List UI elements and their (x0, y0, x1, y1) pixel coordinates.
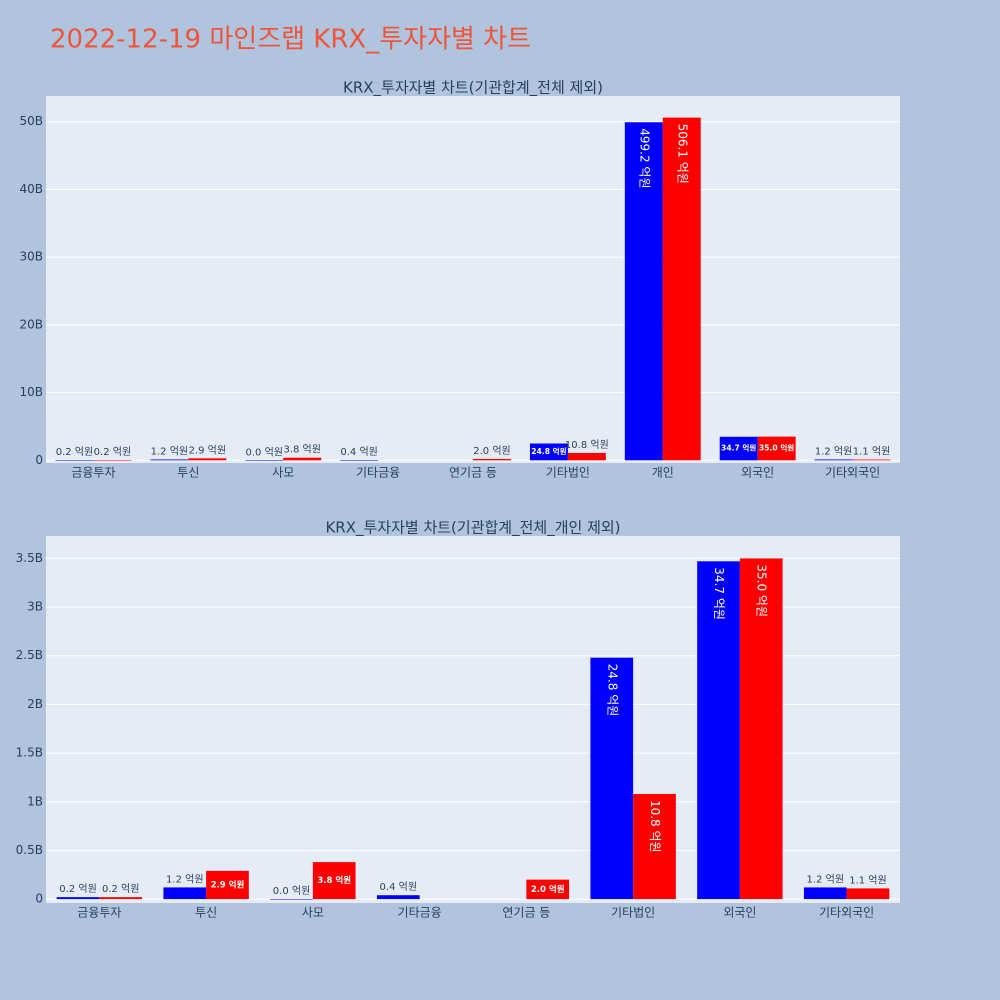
x-tick-label: 투신 (195, 906, 217, 920)
value-label: 34.7 억원 (712, 567, 726, 620)
bar (590, 657, 634, 900)
bar (814, 459, 853, 461)
bar (624, 122, 663, 461)
y-tick-label: 3.5B (16, 551, 43, 565)
x-tick-label: 투신 (177, 466, 199, 480)
x-tick-label: 금융투자 (77, 906, 121, 920)
bar (93, 460, 132, 461)
x-tick-label: 기타법인 (611, 906, 655, 920)
bar (188, 458, 227, 461)
bar (526, 879, 570, 900)
bar (719, 436, 758, 461)
bar (567, 452, 606, 461)
value-label: 10.8 억원 (565, 439, 609, 451)
value-label: 0.4 억원 (340, 446, 377, 458)
y-tick-label: 3B (27, 600, 43, 614)
bar (55, 460, 94, 461)
x-tick-label: 기타외국인 (825, 466, 880, 480)
bar (150, 459, 189, 461)
x-tick-label: 기타외국인 (819, 906, 874, 920)
x-tick-label: 기타금융 (398, 906, 442, 920)
page-title: 2022-12-19 마인즈랩 KRX_투자자별 차트 (50, 25, 531, 55)
value-label: 24.8 억원 (605, 664, 619, 717)
value-label: 10.8 억원 (648, 800, 662, 853)
value-label: 2.0 억원 (531, 883, 565, 895)
bar (757, 436, 796, 461)
bar (245, 460, 284, 461)
bar (739, 558, 783, 900)
chart-title: KRX_투자자별 차트(기관합계_전체 제외) (343, 79, 603, 98)
bar (340, 460, 379, 461)
value-label: 2.9 억원 (189, 444, 226, 456)
y-tick-label: 20B (19, 317, 43, 331)
value-label: 0.2 억원 (56, 446, 93, 458)
x-tick-label: 기타금융 (356, 466, 400, 480)
value-label: 0.2 억원 (94, 446, 131, 458)
x-tick-label: 외국인 (741, 466, 774, 480)
x-tick-label: 금융투자 (71, 466, 115, 480)
y-tick-label: 2B (27, 697, 43, 711)
value-label: 1.2 억원 (807, 873, 844, 885)
bar (633, 793, 676, 900)
y-tick-label: 2.5B (16, 648, 43, 662)
y-tick-label: 10B (19, 385, 43, 399)
bar (852, 459, 891, 461)
y-tick-label: 0 (35, 453, 43, 467)
y-tick-label: 40B (19, 182, 43, 196)
bar (99, 897, 143, 900)
bar (803, 887, 847, 900)
value-label: 35.0 억원 (755, 564, 769, 617)
y-tick-label: 30B (19, 250, 43, 264)
y-tick-label: 50B (19, 114, 43, 128)
x-tick-label: 사모 (272, 466, 294, 480)
x-tick-label: 개인 (652, 466, 674, 480)
value-label: 0.4 억원 (380, 881, 417, 893)
value-label: 0.2 억원 (59, 883, 96, 895)
value-label: 0.2 억원 (102, 883, 139, 895)
value-label: 1.1 억원 (853, 446, 890, 458)
x-tick-label: 사모 (302, 906, 324, 920)
bar (312, 862, 356, 900)
bar (376, 895, 420, 900)
bar (270, 899, 313, 900)
value-label: 1.2 억원 (815, 445, 852, 457)
value-label: 0.0 억원 (246, 446, 283, 458)
y-tick-label: 0.5B (16, 843, 43, 857)
plot-area (46, 96, 900, 463)
value-label: 1.2 억원 (166, 873, 203, 885)
value-label: 2.9 억원 (211, 878, 245, 890)
bar (662, 117, 701, 461)
value-label: 3.8 억원 (317, 874, 351, 886)
value-label: 499.2 억원 (637, 128, 651, 188)
value-label: 34.7 억원 (721, 443, 756, 453)
bar (529, 443, 568, 461)
y-tick-label: 0 (35, 892, 43, 906)
bar (283, 457, 322, 461)
y-tick-label: 1.5B (16, 746, 43, 760)
value-label: 35.0 억원 (759, 442, 794, 452)
bar (56, 897, 100, 900)
x-tick-label: 연기금 등 (502, 906, 550, 920)
bar (163, 887, 207, 900)
value-label: 24.8 억원 (531, 446, 566, 456)
bar (473, 458, 511, 461)
value-label: 506.1 억원 (675, 124, 689, 184)
y-tick-label: 1B (27, 794, 43, 808)
value-label: 2.0 억원 (473, 445, 510, 457)
chart-title: KRX_투자자별 차트(기관합계_전체_개인 제외) (325, 519, 620, 538)
bar (697, 561, 740, 900)
bar (846, 888, 890, 900)
value-label: 1.2 억원 (151, 445, 188, 457)
bar (206, 870, 249, 900)
x-tick-label: 외국인 (723, 906, 756, 920)
value-label: 0.0 억원 (273, 885, 310, 897)
x-tick-label: 연기금 등 (449, 466, 497, 480)
x-tick-label: 기타법인 (546, 466, 590, 480)
value-label: 1.1 억원 (849, 874, 886, 886)
value-label: 3.8 억원 (283, 444, 320, 456)
